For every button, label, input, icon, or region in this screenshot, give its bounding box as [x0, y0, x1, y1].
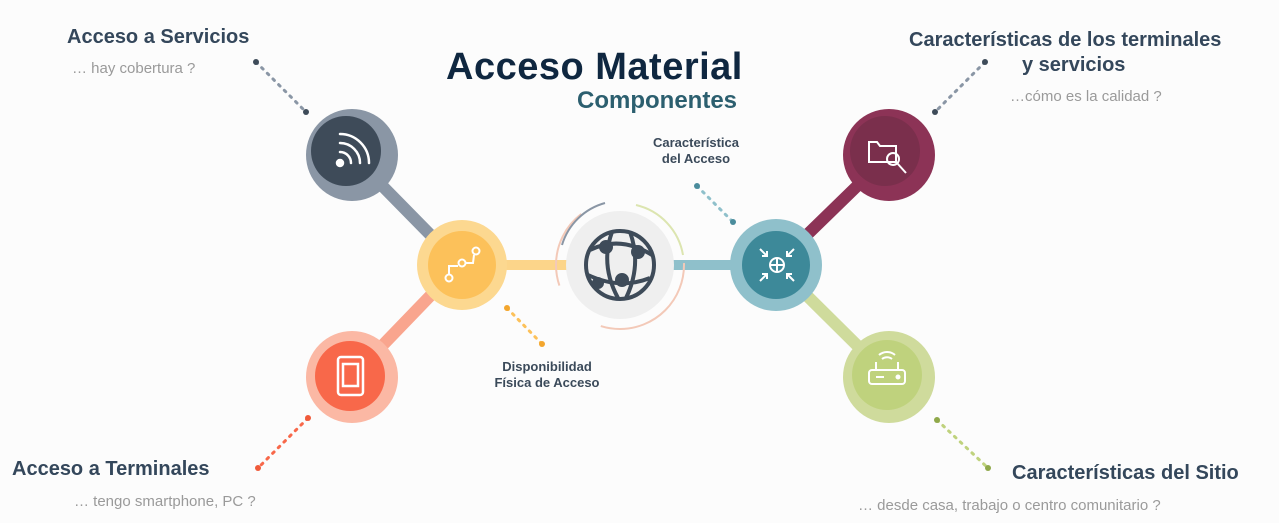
center-ring-arc-olive: [635, 204, 684, 256]
folder-search-icon: [868, 141, 907, 174]
globe-network-icon: [584, 229, 656, 301]
question-quality: …cómo es la calidad ?: [1010, 88, 1162, 105]
center-outer-ring: [555, 200, 685, 330]
center-ring-arc-gray: [561, 202, 606, 246]
node-core: [428, 231, 496, 299]
question-services: … hay cobertura ?: [72, 60, 196, 77]
node-core: [852, 340, 922, 410]
router-icon: [868, 351, 906, 385]
label-access-feature-line2: del Acceso: [661, 151, 731, 166]
tablet-icon: [336, 355, 365, 397]
leader-dot: [985, 465, 991, 471]
label-access-feature-line1: Característica: [653, 135, 739, 150]
leader-dot: [253, 59, 259, 65]
leader-dot: [255, 465, 261, 471]
page-subtitle: Componentes: [577, 87, 738, 114]
label-availability-line1: Disponibilidad: [502, 359, 592, 374]
center-disc: [566, 211, 674, 319]
leader-availability: [505, 306, 544, 346]
leader-site: [935, 418, 990, 470]
leader-dot: [694, 183, 700, 189]
leader-access-feature: [695, 184, 735, 224]
leader-dot: [303, 109, 309, 115]
node-quality: [843, 109, 935, 201]
leader-dot: [982, 59, 988, 65]
leader-terminals: [256, 416, 310, 470]
center-node: [555, 200, 685, 330]
leader-services: [254, 60, 308, 114]
node-terminals: [306, 331, 398, 423]
node-access-feature: [730, 219, 822, 311]
label-availability: Disponibilidad Física de Acceso: [486, 359, 608, 391]
label-availability-line2: Física de Acceso: [494, 375, 600, 390]
globe-arrows-icon: [759, 248, 795, 282]
heading-site: Características del Sitio: [1012, 462, 1239, 484]
leader-dot: [932, 109, 938, 115]
wifi-signal-icon: [335, 132, 371, 168]
leader-dot: [305, 415, 311, 421]
leader-dot: [934, 417, 940, 423]
node-core: [850, 116, 920, 186]
leader-quality: [933, 60, 987, 114]
heading-terminals: Acceso a Terminales: [12, 458, 210, 480]
page-title: Acceso Material: [446, 46, 743, 88]
route-icon: [444, 246, 481, 283]
label-access-feature: Característica del Acceso: [644, 135, 748, 167]
leader-dot: [539, 341, 545, 347]
question-site: … desde casa, trabajo o centro comunitar…: [858, 497, 1161, 514]
heading-quality-line2: y servicios: [1022, 54, 1126, 76]
node-services: [306, 109, 398, 201]
leader-dot: [730, 219, 736, 225]
node-route: [417, 220, 507, 310]
node-core: [315, 341, 385, 411]
heading-services: Acceso a Servicios: [67, 26, 250, 48]
node-core: [311, 116, 381, 186]
question-terminals: … tengo smartphone, PC ?: [74, 493, 256, 510]
leader-dot: [504, 305, 510, 311]
node-site: [843, 331, 935, 423]
heading-quality-line1: Características de los terminales: [909, 29, 1222, 51]
